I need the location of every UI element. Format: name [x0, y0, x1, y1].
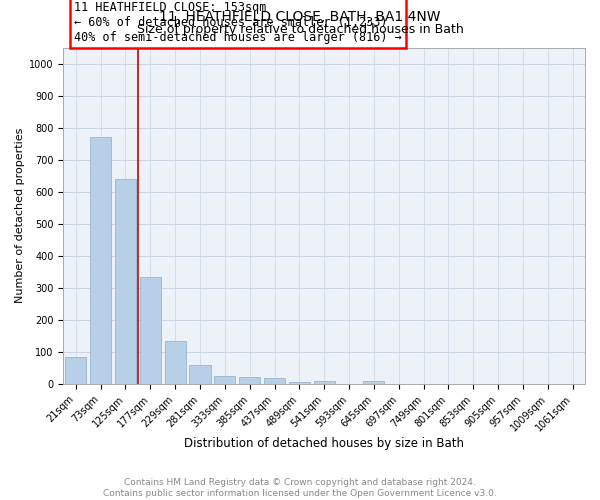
Bar [214, 376, 235, 384]
Bar [289, 382, 310, 384]
Text: Size of property relative to detached houses in Bath: Size of property relative to detached ho… [137, 22, 463, 36]
Bar [65, 358, 86, 384]
Bar [164, 341, 186, 384]
Bar [314, 382, 335, 384]
Bar [190, 365, 211, 384]
Y-axis label: Number of detached properties: Number of detached properties [15, 128, 25, 304]
X-axis label: Distribution of detached houses by size in Bath: Distribution of detached houses by size … [184, 437, 464, 450]
Bar [115, 179, 136, 384]
Bar [264, 378, 285, 384]
Text: 11 HEATHFIELD CLOSE: 153sqm
← 60% of detached houses are smaller (1,233)
40% of : 11 HEATHFIELD CLOSE: 153sqm ← 60% of det… [74, 1, 401, 44]
Bar [239, 377, 260, 384]
Bar [140, 278, 161, 384]
Bar [90, 137, 111, 384]
Text: Contains HM Land Registry data © Crown copyright and database right 2024.
Contai: Contains HM Land Registry data © Crown c… [103, 478, 497, 498]
Bar [364, 381, 385, 384]
Text: 11, HEATHFIELD CLOSE, BATH, BA1 4NW: 11, HEATHFIELD CLOSE, BATH, BA1 4NW [159, 10, 441, 24]
